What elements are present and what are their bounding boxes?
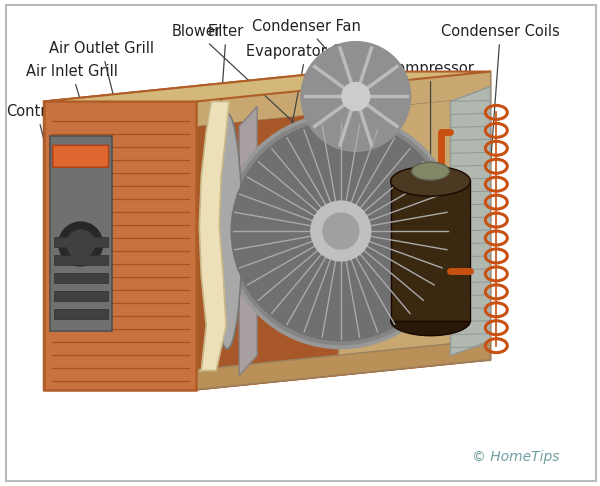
FancyBboxPatch shape — [54, 255, 107, 265]
Ellipse shape — [412, 162, 449, 180]
Circle shape — [227, 118, 454, 345]
Ellipse shape — [391, 306, 470, 336]
Text: Air Outlet Grill: Air Outlet Grill — [49, 41, 161, 283]
FancyBboxPatch shape — [53, 145, 109, 167]
FancyBboxPatch shape — [54, 273, 107, 283]
FancyBboxPatch shape — [50, 137, 112, 330]
Polygon shape — [239, 106, 257, 376]
Circle shape — [342, 83, 370, 110]
Ellipse shape — [391, 166, 470, 196]
Polygon shape — [44, 102, 196, 389]
Circle shape — [311, 201, 371, 261]
Polygon shape — [199, 102, 229, 371]
Polygon shape — [44, 71, 490, 102]
Text: Blower: Blower — [171, 24, 339, 164]
Circle shape — [67, 230, 95, 258]
Polygon shape — [338, 71, 490, 360]
Ellipse shape — [212, 113, 242, 348]
Polygon shape — [196, 71, 490, 126]
FancyBboxPatch shape — [54, 237, 107, 247]
Polygon shape — [196, 71, 490, 389]
Circle shape — [59, 222, 103, 266]
Circle shape — [301, 42, 410, 151]
Text: Compressor: Compressor — [386, 61, 475, 203]
Text: Filter: Filter — [208, 24, 244, 243]
Text: Air Inlet Grill: Air Inlet Grill — [26, 64, 121, 233]
FancyBboxPatch shape — [54, 291, 107, 301]
Polygon shape — [44, 360, 490, 389]
Text: Evaporator Coils: Evaporator Coils — [245, 44, 366, 283]
Circle shape — [223, 113, 458, 348]
Text: Controls: Controls — [7, 104, 80, 283]
FancyBboxPatch shape — [54, 309, 107, 319]
Text: Condenser Coils: Condenser Coils — [441, 24, 560, 163]
Polygon shape — [196, 340, 490, 389]
Polygon shape — [451, 87, 490, 356]
Polygon shape — [44, 71, 338, 389]
Circle shape — [231, 122, 451, 341]
Circle shape — [323, 213, 359, 249]
Polygon shape — [239, 201, 490, 252]
FancyBboxPatch shape — [391, 181, 470, 321]
Text: Condenser Fan: Condenser Fan — [251, 19, 361, 80]
Text: © HomeTips: © HomeTips — [472, 451, 559, 464]
